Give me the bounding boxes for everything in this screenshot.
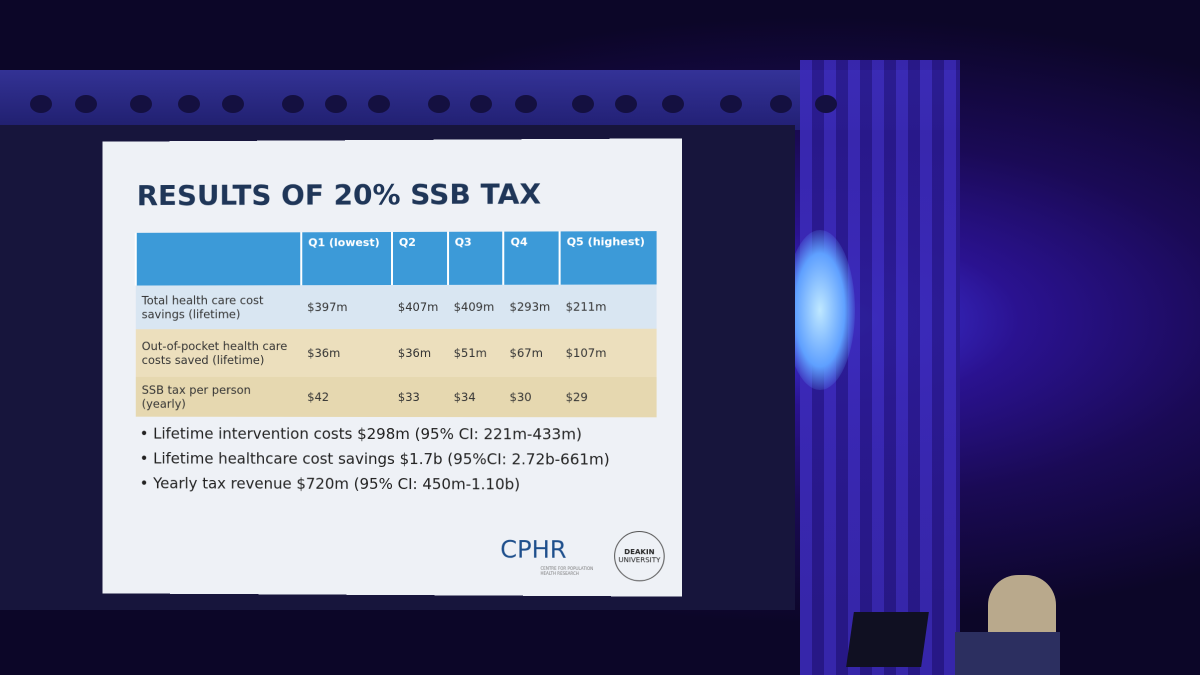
table-row: SSB tax per person (yearly) $42 $33 $34 $30 $… bbox=[135, 376, 657, 418]
row-label: Out-of-pocket health care costs saved (l… bbox=[135, 329, 302, 377]
stage-lamp bbox=[178, 95, 200, 113]
value-cell: $51m bbox=[447, 328, 504, 378]
stage-lamp bbox=[368, 95, 390, 113]
stage-lamp bbox=[572, 95, 594, 113]
speaker bbox=[988, 575, 1056, 635]
stage-lamp bbox=[222, 95, 244, 113]
header-cell: Q1 (lowest) bbox=[301, 231, 392, 286]
header-cell: Q3 bbox=[447, 231, 504, 285]
stage-lamp bbox=[325, 95, 347, 113]
bullet: Lifetime healthcare cost savings $1.7b (… bbox=[140, 449, 610, 469]
stage-light bbox=[785, 230, 855, 390]
deakin-name: DEAKIN bbox=[624, 548, 655, 557]
stage-lamp bbox=[515, 95, 537, 113]
value-cell: $34 bbox=[447, 377, 504, 418]
row-label: Total health care cost savings (lifetime… bbox=[135, 285, 302, 330]
stage-lamp bbox=[428, 95, 450, 113]
stage-lamp bbox=[720, 95, 742, 113]
header-cell: Q5 (highest) bbox=[559, 231, 657, 285]
bullet: Yearly tax revenue $720m (95% CI: 450m-1… bbox=[140, 474, 610, 493]
value-cell: $36m bbox=[391, 328, 448, 378]
stage-lamp bbox=[282, 95, 304, 113]
value-cell: $397m bbox=[301, 284, 392, 330]
stage-lamp bbox=[75, 95, 97, 113]
value-cell: $293m bbox=[503, 284, 560, 329]
stage-lamp bbox=[30, 95, 52, 113]
value-cell: $29 bbox=[559, 377, 657, 418]
bullet-list: Lifetime intervention costs $298m (95% C… bbox=[140, 425, 610, 501]
table-row: Out-of-pocket health care costs saved (l… bbox=[135, 328, 657, 378]
results-table: Q1 (lowest) Q2 Q3 Q4 Q5 (highest) Total … bbox=[135, 231, 657, 418]
value-cell: $409m bbox=[447, 284, 504, 329]
deakin-logo: DEAKIN UNIVERSITY bbox=[614, 530, 665, 582]
header-row: Q1 (lowest) Q2 Q3 Q4 Q5 (highest) bbox=[135, 231, 657, 286]
slide: RESULTS OF 20% SSB TAX Q1 (lowest) Q2 Q3… bbox=[102, 138, 682, 597]
slide-title: RESULTS OF 20% SSB TAX bbox=[136, 177, 542, 212]
stage-lamp bbox=[815, 95, 837, 113]
stage-lamp bbox=[130, 95, 152, 113]
value-cell: $42 bbox=[301, 376, 392, 418]
header-cell: Q4 bbox=[503, 231, 560, 285]
row-label: SSB tax per person (yearly) bbox=[135, 376, 302, 417]
cphr-logo: CPHR bbox=[500, 535, 567, 564]
cphr-subtitle: CENTRE FOR POPULATION HEALTH RESEARCH bbox=[540, 565, 594, 576]
value-cell: $30 bbox=[503, 377, 560, 418]
stage-lamp bbox=[470, 95, 492, 113]
header-cell bbox=[135, 232, 302, 286]
value-cell: $211m bbox=[559, 284, 657, 329]
podium bbox=[955, 632, 1060, 675]
stage-lamp bbox=[615, 95, 637, 113]
header-cell: Q2 bbox=[391, 231, 448, 285]
bullet: Lifetime intervention costs $298m (95% C… bbox=[140, 425, 610, 444]
value-cell: $67m bbox=[503, 328, 560, 378]
laptop bbox=[846, 612, 929, 667]
table-row: Total health care cost savings (lifetime… bbox=[135, 284, 657, 330]
value-cell: $407m bbox=[391, 284, 448, 329]
value-cell: $107m bbox=[559, 328, 657, 378]
stage-lamp bbox=[662, 95, 684, 113]
value-cell: $36m bbox=[301, 328, 392, 378]
value-cell: $33 bbox=[391, 377, 448, 418]
stage-lamp bbox=[770, 95, 792, 113]
deakin-sub: UNIVERSITY bbox=[618, 556, 661, 565]
